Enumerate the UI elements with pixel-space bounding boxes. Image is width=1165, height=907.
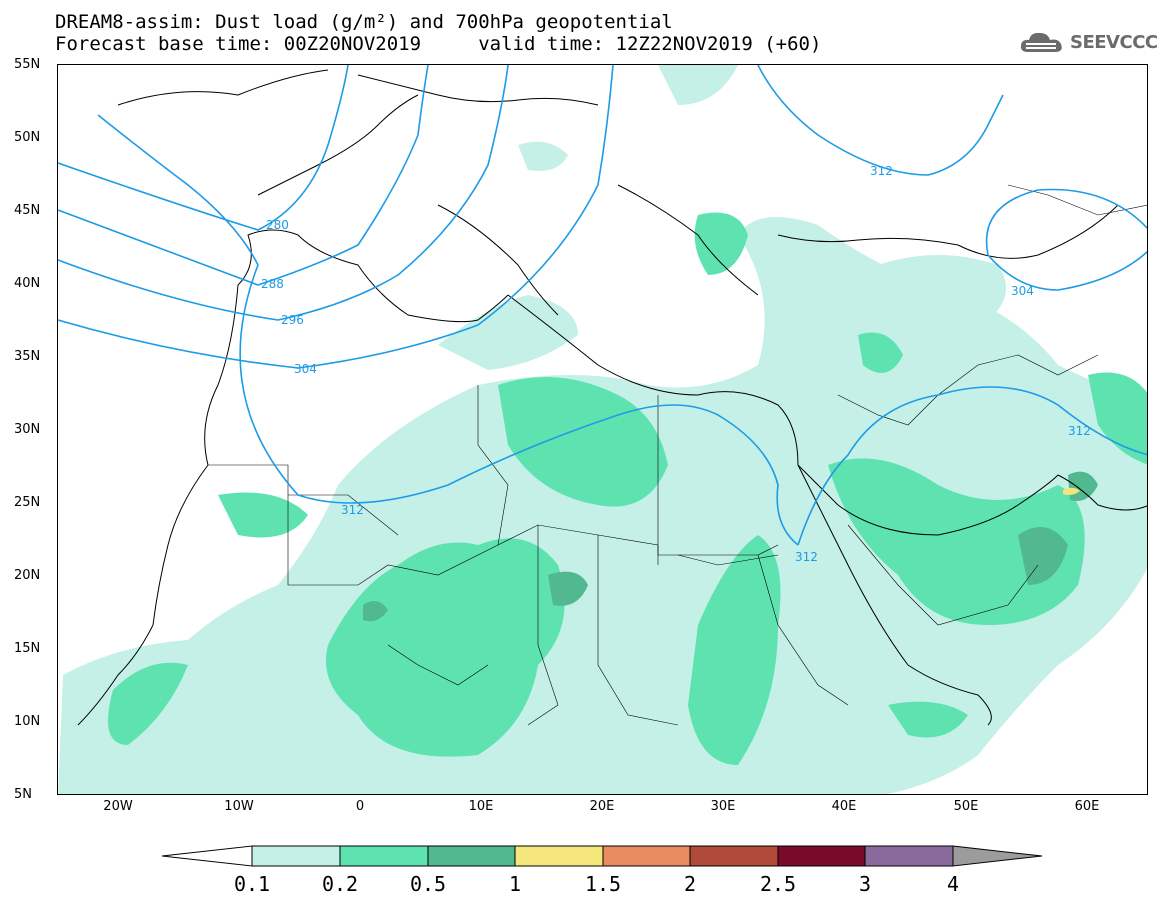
colorbar-bin-8 <box>864 845 954 867</box>
geopotential-contours <box>58 65 1147 546</box>
lon-label-20w: 20W <box>103 799 133 814</box>
lat-label-25n: 25N <box>14 495 41 510</box>
colorbar-label-1: 1 <box>508 872 522 896</box>
lon-label-20e: 20E <box>589 799 615 814</box>
dust-load-map: 280 288 296 304 312 312 312 312 304 <box>58 65 1147 794</box>
contour-labels: 280 288 296 304 312 312 312 312 304 <box>261 164 1091 564</box>
contour-280 <box>58 65 349 231</box>
lat-label-40n: 40N <box>14 276 41 291</box>
contour-label-296: 296 <box>281 313 304 327</box>
colorbar-bin-2 <box>339 845 429 867</box>
lat-label-55n: 55N <box>14 57 41 72</box>
dust-fill-peak <box>1063 487 1080 495</box>
lat-label-45n: 45N <box>14 203 41 218</box>
colorbar-label-1-5: 1.5 <box>584 872 622 896</box>
lat-label-30n: 30N <box>14 422 41 437</box>
map-title: DREAM8-assim: Dust load (g/m²) and 700hP… <box>55 11 673 33</box>
colorbar-high-arrow <box>952 845 1043 867</box>
contour-312-north <box>757 65 1004 176</box>
lat-label-35n: 35N <box>14 349 41 364</box>
contour-label-312-south: 312 <box>795 550 818 564</box>
dust-fill-dark <box>363 471 1098 622</box>
colorbar-label-2: 2 <box>683 872 697 896</box>
seevccc-logo: SEEVCCC <box>1018 28 1158 56</box>
contour-label-312-east: 312 <box>1068 424 1091 438</box>
contour-296 <box>58 65 509 321</box>
colorbar-bin-5 <box>602 845 691 867</box>
lon-label-0: 0 <box>355 799 365 814</box>
contour-label-288: 288 <box>261 277 284 291</box>
lat-label-15n: 15N <box>14 641 41 656</box>
contour-label-280: 280 <box>266 218 289 232</box>
colorbar-label-0-5: 0.5 <box>409 872 447 896</box>
contour-288 <box>58 65 429 286</box>
lon-label-50e: 50E <box>953 799 979 814</box>
colorbar-bin-7 <box>777 845 866 867</box>
coastlines <box>77 69 1147 726</box>
colorbar-bin-3 <box>427 845 516 867</box>
lon-label-40e: 40E <box>831 799 857 814</box>
colorbar-label-0-2: 0.2 <box>321 872 359 896</box>
colorbar-label-2-5: 2.5 <box>759 872 797 896</box>
map-panel: 280 288 296 304 312 312 312 312 304 <box>57 64 1148 795</box>
lon-label-30e: 30E <box>710 799 736 814</box>
contour-label-304-east: 304 <box>1011 284 1034 298</box>
lat-label-5n: 5N <box>14 787 32 802</box>
contour-312-east <box>797 386 1147 546</box>
contour-312-west <box>97 114 799 546</box>
colorbar-low-arrow <box>161 845 253 867</box>
colorbar-label-3: 3 <box>858 872 872 896</box>
colorbar-label-0-1: 0.1 <box>233 872 271 896</box>
colorbar-label-4: 4 <box>946 872 960 896</box>
contour-label-304: 304 <box>294 362 317 376</box>
lon-label-10w: 10W <box>224 799 254 814</box>
lat-label-10n: 10N <box>14 714 41 729</box>
lon-label-10e: 10E <box>468 799 494 814</box>
cloud-icon <box>1020 32 1062 52</box>
contour-label-312-west: 312 <box>341 503 364 517</box>
contour-304-east <box>985 188 1147 291</box>
contour-304 <box>58 65 614 369</box>
lon-label-60e: 60E <box>1074 799 1100 814</box>
logo-text: SEEVCCC <box>1070 31 1158 53</box>
lat-label-50n: 50N <box>14 130 41 145</box>
forecast-time-line: Forecast base time: 00Z20NOV2019 valid t… <box>55 33 822 55</box>
colorbar-bin-1 <box>251 845 341 867</box>
contour-label-312-north: 312 <box>870 164 893 178</box>
dust-fill-medium <box>108 212 1147 765</box>
colorbar-bin-4 <box>514 845 604 867</box>
country-borders <box>208 184 1147 726</box>
lat-label-20n: 20N <box>14 568 41 583</box>
colorbar <box>161 845 1043 867</box>
colorbar-bin-6 <box>689 845 779 867</box>
